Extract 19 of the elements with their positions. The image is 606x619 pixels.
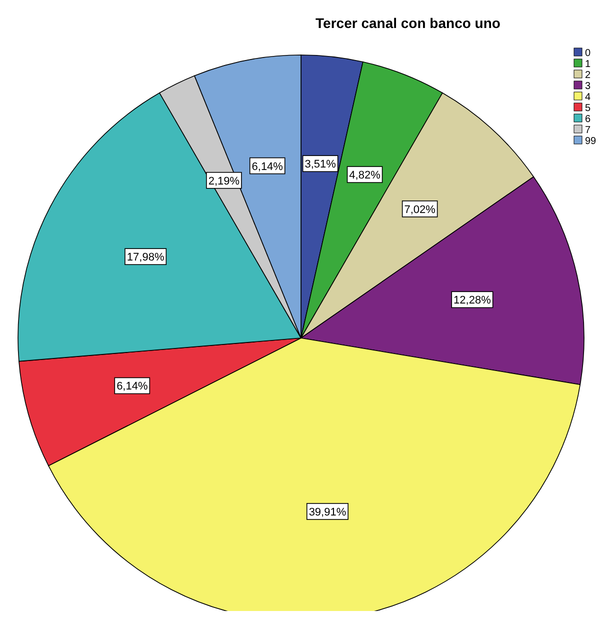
legend-label: 0 (585, 48, 591, 59)
data-label: 12,28% (454, 294, 492, 307)
legend-label: 6 (585, 114, 591, 125)
legend-label: 5 (585, 103, 591, 114)
legend-label: 1 (585, 59, 591, 70)
legend-label: 3 (585, 81, 591, 92)
data-label: 6,14% (252, 160, 284, 173)
data-label: 17,98% (126, 252, 164, 264)
data-label: 4,82% (349, 170, 381, 182)
legend-label: 7 (585, 125, 591, 136)
data-label: 6,14% (116, 380, 148, 393)
legend-label: 99 (585, 136, 597, 147)
chart-title: Tercer canal con banco uno (316, 15, 500, 31)
data-label: 2,19% (208, 175, 240, 188)
data-label: 39,91% (308, 506, 346, 518)
data-label: 3,51% (304, 158, 336, 171)
data-label: 7,02% (404, 204, 436, 216)
legend-label: 4 (585, 92, 591, 103)
legend-label: 2 (585, 70, 591, 81)
